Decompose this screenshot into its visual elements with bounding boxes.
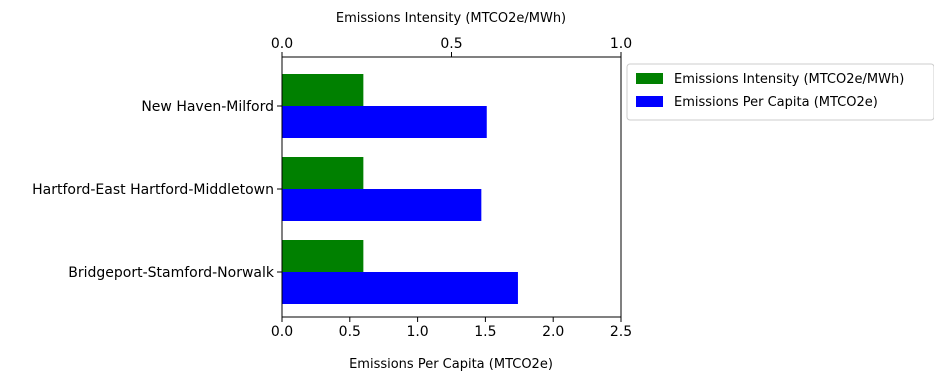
bar-per-capita-0 [282,106,487,138]
bottom-tick-label-0: 0.0 [271,324,293,340]
legend-swatch-0 [636,73,663,84]
bar-intensity-1 [282,157,364,189]
top-axis: 0.0 0.5 1.0 [271,36,632,57]
legend-swatch-1 [636,96,663,107]
top-tick-label-0: 0.0 [271,36,293,52]
bottom-axis-title: Emissions Per Capita (MTCO2e) [349,357,553,372]
legend-label-1: Emissions Per Capita (MTCO2e) [674,95,878,110]
bars-group [282,74,518,304]
category-label-2: Bridgeport-Stamford-Norwalk [68,265,275,281]
bar-per-capita-1 [282,189,482,221]
bar-intensity-0 [282,74,364,106]
category-label-0: New Haven-Milford [141,99,274,115]
legend-label-0: Emissions Intensity (MTCO2e/MWh) [674,72,904,87]
bottom-tick-label-2: 1.0 [406,324,428,340]
category-axis: New Haven-Milford Hartford-East Hartford-… [32,99,282,281]
category-label-1: Hartford-East Hartford-Middletown [32,182,274,198]
bar-per-capita-2 [282,272,518,304]
bottom-tick-label-3: 1.5 [474,324,496,340]
top-tick-label-2: 1.0 [610,36,632,52]
bottom-tick-label-4: 2.0 [542,324,564,340]
bottom-axis: 0.0 0.5 1.0 1.5 2.0 2.5 [271,317,632,340]
bottom-tick-label-1: 0.5 [339,324,361,340]
legend: Emissions Intensity (MTCO2e/MWh) Emission… [626,63,934,121]
bottom-tick-label-5: 2.5 [610,324,632,340]
bar-intensity-2 [282,240,364,272]
top-axis-title: Emissions Intensity (MTCO2e/MWh) [336,11,566,26]
legend-box [626,63,934,121]
top-tick-label-1: 0.5 [440,36,462,52]
